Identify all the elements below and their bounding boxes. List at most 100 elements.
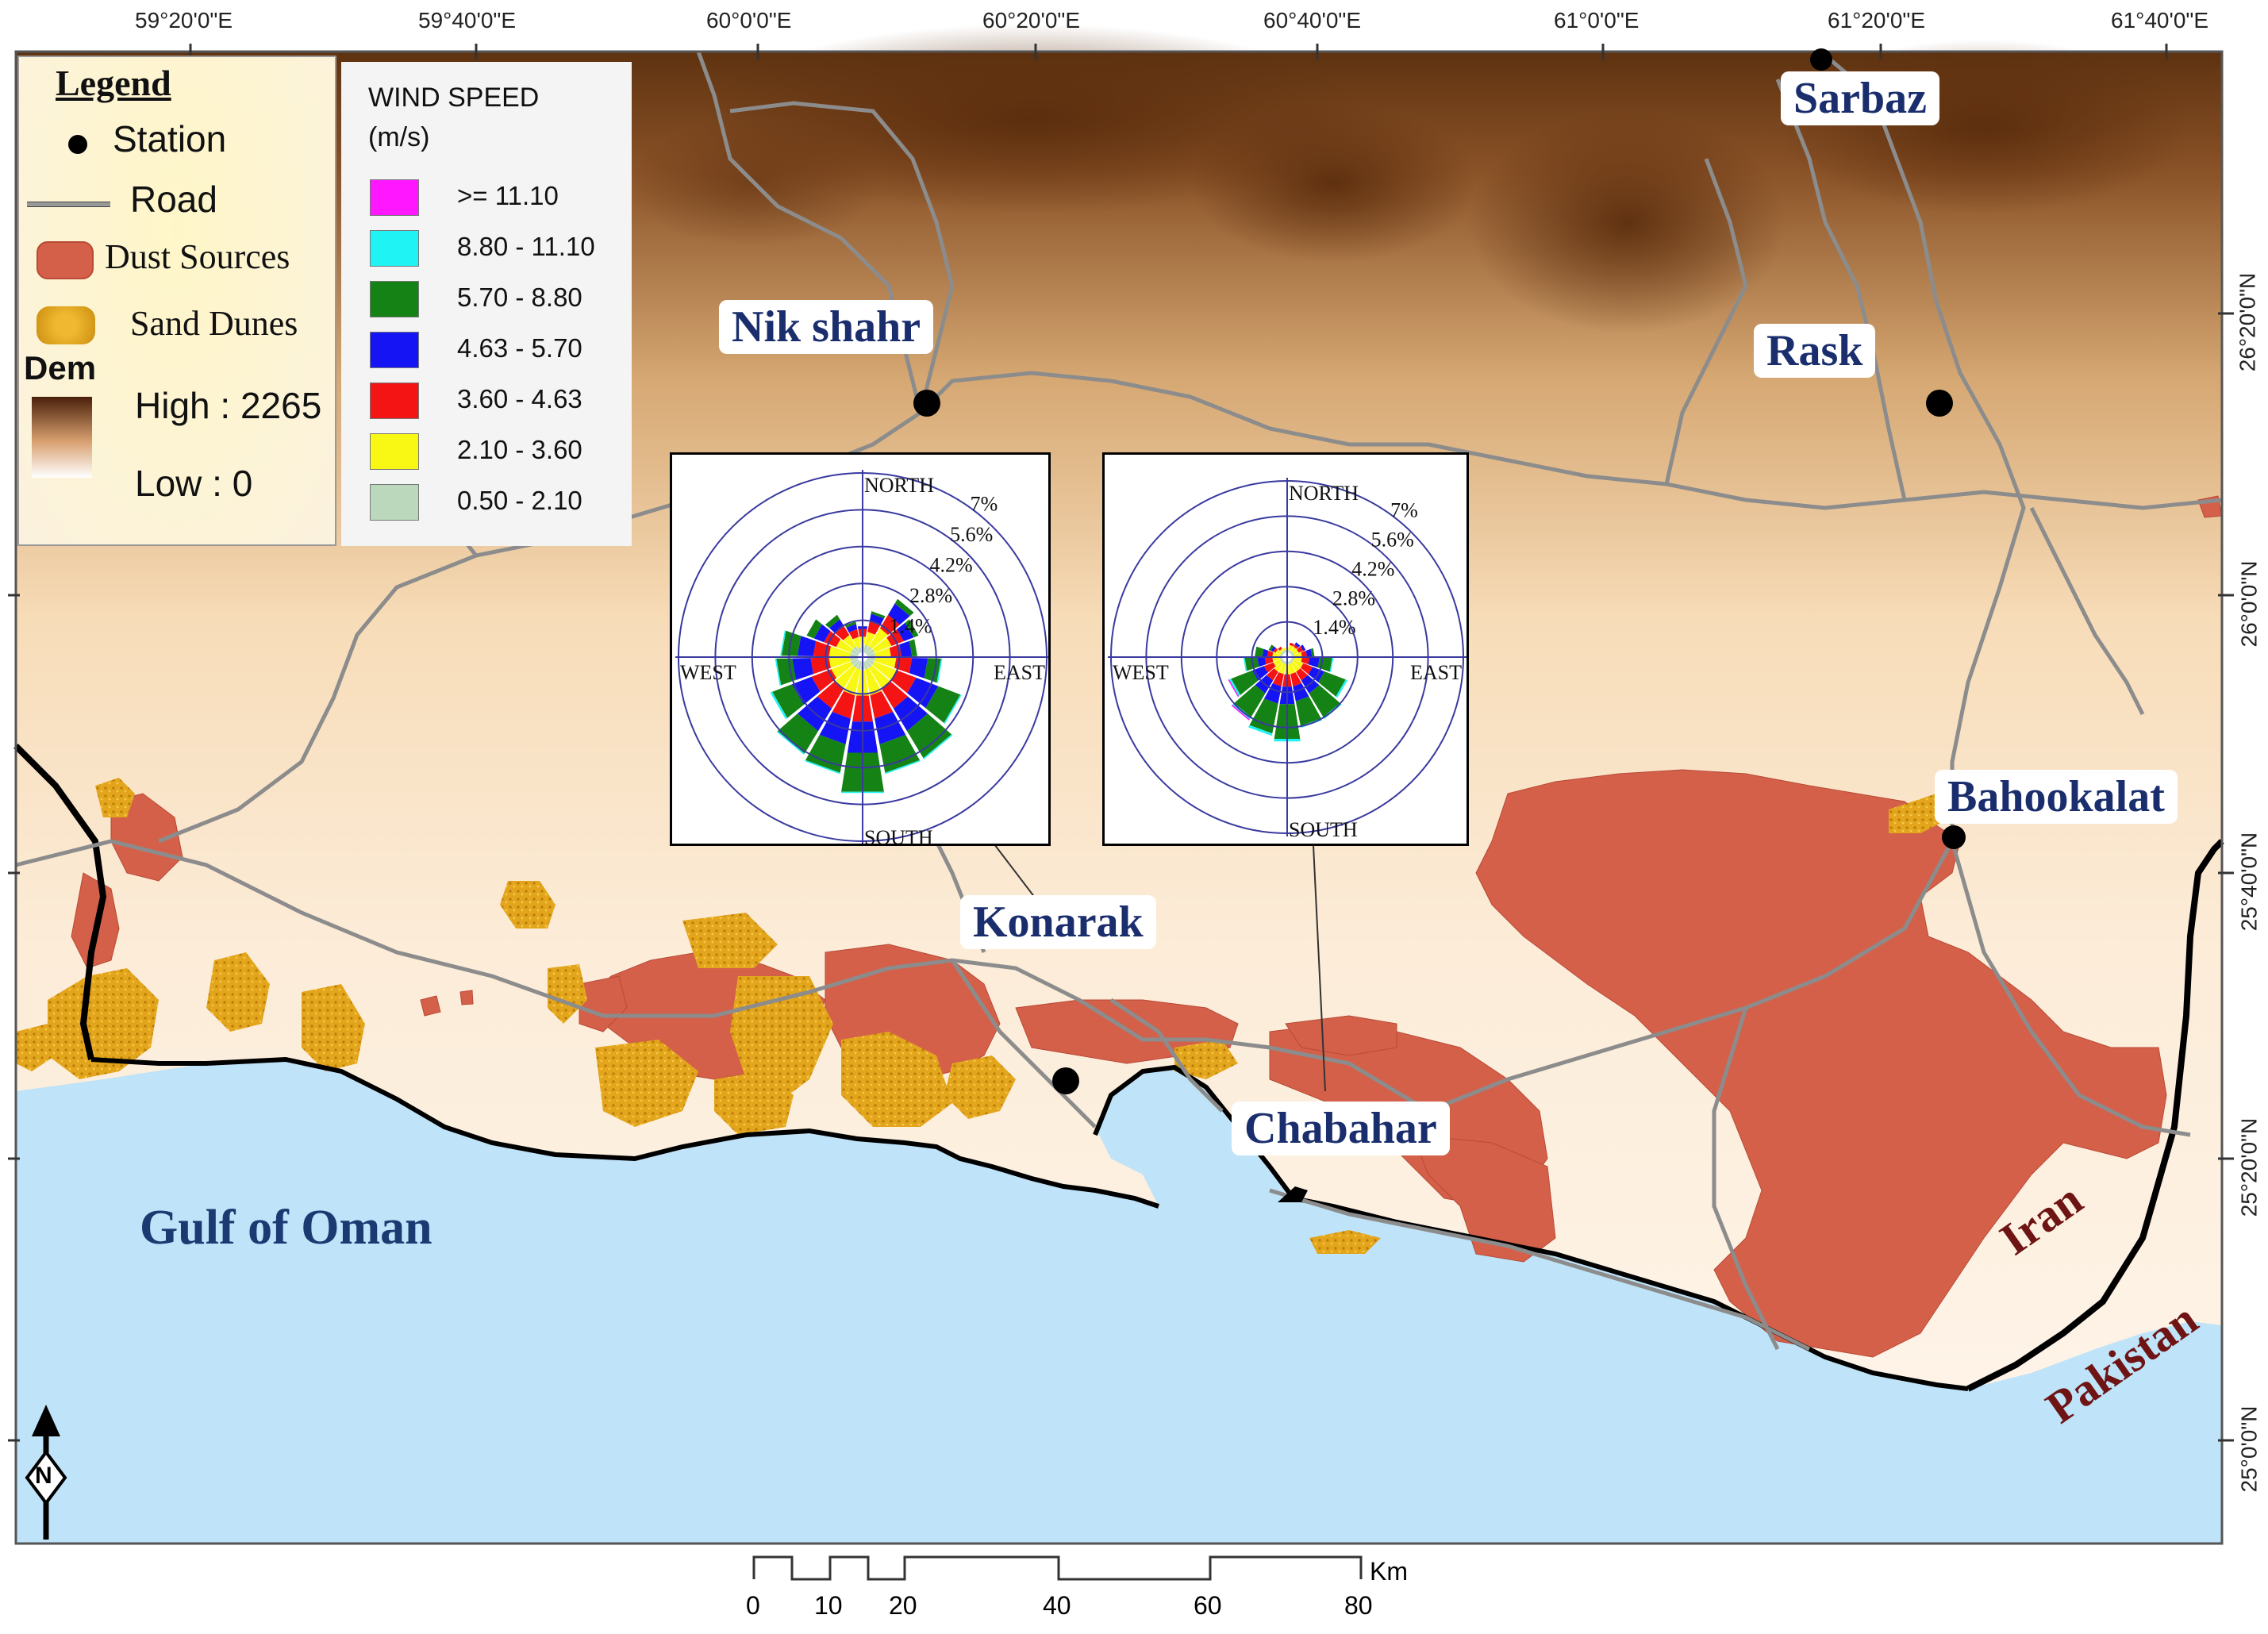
station-marker bbox=[1926, 390, 1953, 417]
wind-rose-petal bbox=[843, 635, 856, 649]
legend-station-dot-icon bbox=[68, 135, 87, 154]
wind-rose-petal bbox=[781, 630, 801, 656]
wind-rose-petal bbox=[828, 657, 851, 668]
wind-rose-direction-label: SOUTH bbox=[864, 826, 933, 844]
scale-tick-label: 60 bbox=[1194, 1591, 1222, 1620]
wind-rose-petal bbox=[1293, 683, 1309, 702]
wind-rose-petal bbox=[867, 657, 875, 662]
coastline bbox=[90, 1056, 1159, 1209]
wind-rose-petal bbox=[772, 684, 804, 718]
wind-rose-direction-label: WEST bbox=[680, 661, 736, 684]
wind-rose-petal bbox=[1288, 644, 1294, 651]
wind-rose-petal bbox=[1251, 666, 1268, 681]
lon-label: 60°0'0"E bbox=[706, 8, 792, 33]
wind-rose-petal bbox=[1290, 659, 1293, 663]
legend-item-label: Dust Sources bbox=[105, 237, 290, 276]
wind-class-swatch bbox=[370, 179, 419, 216]
wind-rose-petal bbox=[792, 658, 813, 680]
wind-rose-petal bbox=[1264, 683, 1282, 704]
wind-rose-petal bbox=[1293, 659, 1304, 668]
wind-rose-petal bbox=[869, 665, 890, 689]
lon-label: 59°20'0"E bbox=[135, 8, 233, 33]
wind-rose-petal bbox=[1255, 646, 1264, 657]
station-label-rask: Rask bbox=[1754, 324, 1876, 378]
dem-low-label: Low : 0 bbox=[135, 463, 253, 504]
wind-rose-petal bbox=[776, 731, 805, 755]
legend-title: Legend bbox=[56, 63, 171, 103]
lat-label: 26°20'0"N bbox=[2235, 272, 2260, 372]
wind-rose-petal bbox=[819, 712, 851, 744]
wind-rose-petal bbox=[872, 637, 892, 653]
wind-class-label: >= 11.10 bbox=[457, 181, 559, 210]
wind-rose-petal bbox=[1301, 657, 1310, 665]
wind-rose-petal bbox=[1336, 679, 1348, 698]
wind-class-swatch bbox=[370, 281, 419, 317]
wind-rose-petal bbox=[1294, 644, 1299, 649]
wind-rose-petal bbox=[1280, 659, 1284, 662]
station-marker bbox=[1942, 825, 1966, 849]
wind-rose-petal bbox=[1296, 668, 1309, 681]
station-marker bbox=[913, 390, 940, 417]
wind-rose-petal bbox=[1234, 685, 1266, 717]
wind-rose-petal bbox=[894, 598, 914, 617]
wind-rose-petal bbox=[856, 661, 862, 670]
wind-rose-petal bbox=[1290, 662, 1301, 672]
wind-rose-petal bbox=[863, 661, 869, 670]
wind-rose-petal bbox=[1243, 657, 1247, 671]
wind-rose-petal bbox=[1249, 698, 1278, 734]
wind-rose-petal bbox=[1308, 667, 1325, 682]
wind-class-label: 8.80 - 11.10 bbox=[457, 232, 595, 261]
lat-label: 26°0'0"N bbox=[2236, 560, 2262, 648]
wind-rose-petal bbox=[1273, 648, 1278, 653]
wind-rose-petal bbox=[1290, 646, 1297, 652]
wind-rose-petal bbox=[1263, 662, 1276, 673]
wind-rose-petal bbox=[1282, 659, 1285, 663]
wind-rose-petal bbox=[791, 676, 821, 706]
sea-label: Gulf of Oman bbox=[140, 1201, 432, 1255]
wind-rose-petal bbox=[1305, 648, 1313, 657]
wind-rose-petal bbox=[1283, 650, 1286, 653]
wind-rose-petal bbox=[1297, 646, 1304, 653]
wind-legend-unit: (m/s) bbox=[368, 122, 430, 152]
wind-class-swatch bbox=[370, 332, 419, 368]
wind-rose-petal bbox=[1278, 663, 1286, 675]
wind-rose-direction-label: NORTH bbox=[1289, 482, 1359, 505]
wind-rose-ring-label: 4.2% bbox=[930, 553, 973, 576]
wind-rose-petal bbox=[1273, 659, 1282, 667]
legend-item-label: Road bbox=[130, 179, 217, 220]
wind-rose-petal bbox=[831, 661, 853, 679]
wind-class-swatch bbox=[370, 230, 419, 267]
legend-dust-source-swatch-icon bbox=[37, 241, 94, 279]
north-arrow-icon bbox=[25, 1405, 67, 1540]
wind-rose-petal bbox=[1279, 648, 1284, 652]
lon-label: 61°20'0"E bbox=[1828, 8, 1926, 33]
wind-rose-petal bbox=[1267, 650, 1274, 657]
wind-rose-petal bbox=[1288, 650, 1291, 653]
wind-rose-petal bbox=[1290, 672, 1302, 686]
wind-rose-petal bbox=[853, 646, 860, 655]
wind-rose-ring-label: 5.6% bbox=[950, 523, 993, 546]
wind-rose-petal bbox=[832, 690, 855, 719]
wind-rose-petal bbox=[909, 639, 917, 656]
wind-rose-petal bbox=[865, 659, 872, 668]
wind-rose-petal bbox=[1272, 672, 1284, 686]
country-border bbox=[1966, 839, 2224, 1392]
leader-line bbox=[1313, 844, 1326, 1092]
wind-rose-petal bbox=[865, 646, 872, 655]
wind-class-swatch bbox=[370, 484, 419, 521]
wind-class-label: 4.63 - 5.70 bbox=[457, 333, 582, 363]
sea-area bbox=[16, 1059, 2222, 1544]
wind-rose-petal bbox=[797, 636, 817, 656]
wind-rose-petal bbox=[851, 649, 859, 656]
dem-title: Dem bbox=[24, 349, 97, 386]
wind-rose-petal bbox=[881, 681, 909, 709]
wind-rose-petal bbox=[909, 658, 928, 679]
lon-label: 60°40'0"E bbox=[1263, 8, 1362, 33]
wind-rose-petal bbox=[867, 621, 881, 635]
wind-rose-petal bbox=[1228, 679, 1241, 697]
legend-panel: Legend Station Road Dust Sources Sand Du… bbox=[17, 56, 336, 546]
wind-rose-petal bbox=[875, 657, 897, 668]
lat-label: 25°0'0"N bbox=[2236, 1405, 2262, 1493]
north-arrow-letter: N bbox=[35, 1463, 52, 1489]
scale-bar bbox=[752, 1555, 1363, 1581]
